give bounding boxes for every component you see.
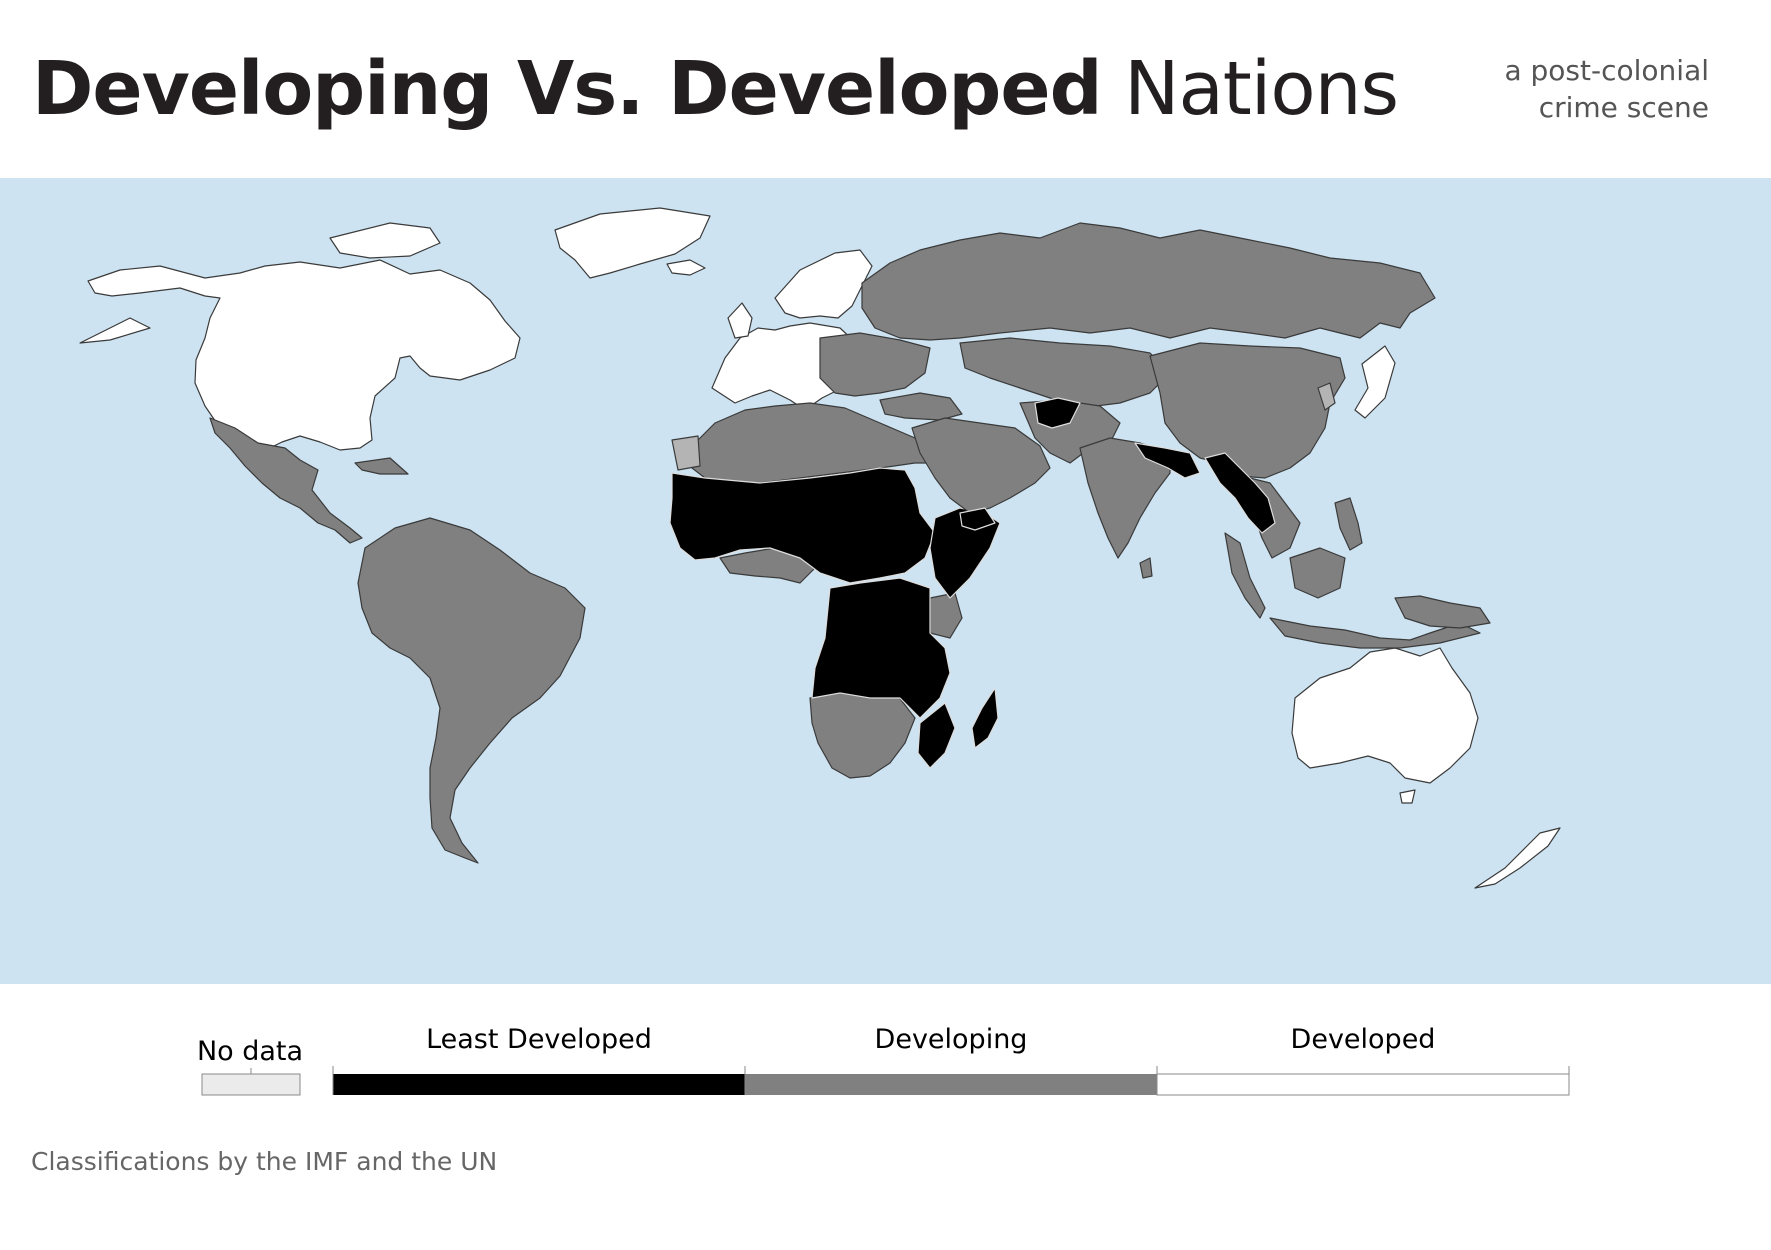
- legend-developing-label: Developing: [874, 1024, 1028, 1055]
- legend-no-data-label: No data: [196, 1036, 304, 1067]
- region-greenland: [554, 207, 711, 279]
- region-india: [1079, 437, 1171, 559]
- subtitle-line-1: a post-colonial: [1504, 54, 1709, 87]
- region-north-america: [87, 259, 521, 451]
- region-sri-lanka: [1139, 557, 1153, 579]
- legend-developed-label: Developed: [1290, 1024, 1436, 1055]
- subtitle-line-2: crime scene: [1538, 91, 1709, 124]
- footnote: Classifications by the IMF and the UN: [31, 1147, 498, 1176]
- region-central-america: [209, 417, 363, 544]
- region-philippines: [1334, 497, 1363, 551]
- title-light-part: Nations: [1124, 46, 1399, 132]
- region-scandinavia: [774, 249, 873, 319]
- region-caribbean: [354, 457, 409, 475]
- region-australia: [1291, 647, 1479, 784]
- region-eastern-europe: [819, 332, 931, 397]
- region-russia: [861, 222, 1436, 341]
- region-madagascar: [971, 687, 999, 749]
- region-british-isles: [727, 302, 753, 339]
- region-middle-east: [911, 417, 1051, 514]
- region-yemen: [959, 507, 996, 531]
- world-map-svg: [0, 178, 1771, 984]
- region-central-africa: [811, 577, 951, 719]
- region-malay-peninsula: [1224, 532, 1266, 619]
- legend-bar: [201, 1066, 1570, 1096]
- region-myanmar-laos-cambodia: [1204, 452, 1276, 534]
- region-turkey: [879, 392, 963, 421]
- region-new-guinea: [1394, 595, 1491, 629]
- region-gulf-of-guinea: [719, 547, 816, 584]
- legend-no-data-swatch: [201, 1073, 301, 1096]
- region-afghanistan: [1034, 397, 1081, 429]
- region-south-america: [357, 517, 586, 864]
- region-china: [1149, 342, 1346, 479]
- region-central-asia: [959, 337, 1171, 409]
- region-canadian-arctic: [329, 222, 441, 259]
- region-nepal-bangladesh: [1134, 442, 1201, 479]
- region-new-zealand: [1474, 827, 1561, 889]
- region-alaska-tail: [79, 317, 151, 344]
- region-korea: [1317, 382, 1336, 411]
- region-japan: [1354, 345, 1396, 419]
- region-borneo: [1289, 547, 1346, 599]
- subtitle: a post-colonial crime scene: [1449, 52, 1709, 126]
- legend-least-developed-swatch: [333, 1074, 745, 1095]
- region-sahel-west-africa: [669, 467, 936, 584]
- legend-least-developed-label: Least Developed: [426, 1024, 652, 1055]
- region-tasmania: [1399, 789, 1416, 804]
- legend-developing-swatch: [745, 1074, 1157, 1095]
- region-iceland: [666, 259, 706, 276]
- legend-developed-swatch: [1156, 1073, 1570, 1096]
- region-indonesia: [1269, 617, 1481, 649]
- page-title: Developing Vs. Developed Nations: [32, 44, 1399, 134]
- region-western-sahara: [671, 435, 701, 471]
- title-bold-part: Developing Vs. Developed: [32, 46, 1103, 132]
- region-mozambique: [917, 702, 956, 769]
- world-map: [0, 178, 1771, 984]
